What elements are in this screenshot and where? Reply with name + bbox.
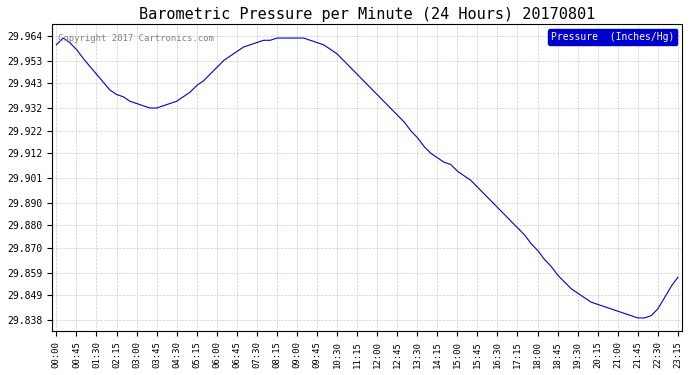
Legend: Pressure  (Inches/Hg): Pressure (Inches/Hg): [549, 29, 678, 45]
Title: Barometric Pressure per Minute (24 Hours) 20170801: Barometric Pressure per Minute (24 Hours…: [139, 7, 595, 22]
Text: Copyright 2017 Cartronics.com: Copyright 2017 Cartronics.com: [58, 34, 214, 43]
